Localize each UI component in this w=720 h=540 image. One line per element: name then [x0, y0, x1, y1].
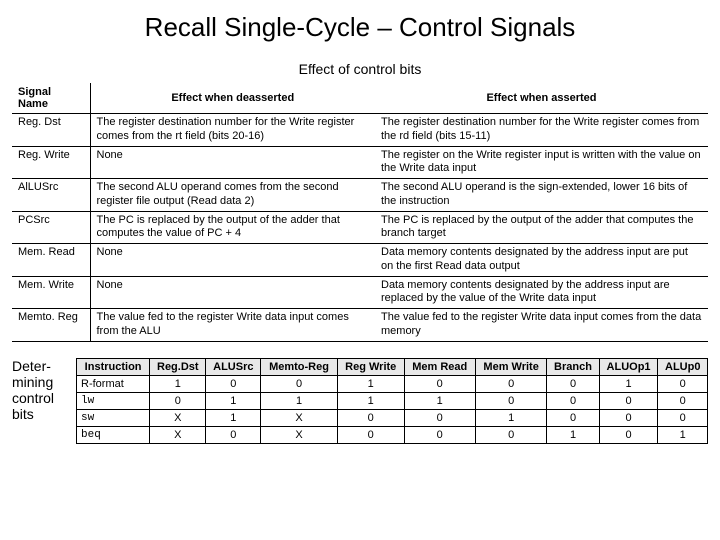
- signal-name: PCSrc: [12, 211, 90, 244]
- truth-cell: 0: [337, 426, 404, 443]
- truth-cell: 1: [599, 375, 658, 392]
- page-title: Recall Single-Cycle – Control Signals: [12, 12, 708, 43]
- truth-cell: 1: [658, 426, 708, 443]
- truth-header: Mem Write: [475, 358, 547, 375]
- table-row: Memto. Reg The value fed to the register…: [12, 309, 708, 342]
- truth-row: beq X 0 X 0 0 0 1 0 1: [77, 426, 708, 443]
- truth-row: lw 0 1 1 1 1 0 0 0 0: [77, 392, 708, 409]
- truth-cell: 0: [261, 375, 338, 392]
- effect-deasserted: None: [90, 146, 375, 179]
- truth-cell: 1: [261, 392, 338, 409]
- truth-table: Instruction Reg.Dst ALUSrc Memto-Reg Reg…: [76, 358, 708, 444]
- truth-cell: 0: [599, 392, 658, 409]
- side-label-l1: Deter-: [12, 358, 51, 374]
- effect-asserted: The second ALU operand is the sign-exten…: [375, 179, 708, 212]
- truth-cell: beq: [77, 426, 150, 443]
- truth-header: Mem Read: [404, 358, 475, 375]
- truth-header: Reg Write: [337, 358, 404, 375]
- truth-cell: lw: [77, 392, 150, 409]
- truth-header: Instruction: [77, 358, 150, 375]
- truth-cell: X: [261, 409, 338, 426]
- truth-cell: 0: [658, 392, 708, 409]
- truth-cell: X: [150, 409, 206, 426]
- effect-deasserted: None: [90, 244, 375, 277]
- truth-header: Branch: [547, 358, 599, 375]
- truth-header: ALUOp1: [599, 358, 658, 375]
- truth-cell: 0: [404, 375, 475, 392]
- effect-asserted: The PC is replaced by the output of the …: [375, 211, 708, 244]
- truth-cell: 1: [206, 409, 261, 426]
- side-label-l4: bits: [12, 406, 34, 422]
- truth-cell: 0: [599, 426, 658, 443]
- truth-cell: 0: [404, 426, 475, 443]
- effects-header-signal: Signal Name: [12, 83, 90, 114]
- effect-deasserted: None: [90, 276, 375, 309]
- table-row: Mem. Read None Data memory contents desi…: [12, 244, 708, 277]
- truth-header-row: Instruction Reg.Dst ALUSrc Memto-Reg Reg…: [77, 358, 708, 375]
- truth-cell: 1: [547, 426, 599, 443]
- signal-name: Mem. Write: [12, 276, 90, 309]
- side-label-l2: mining: [12, 374, 53, 390]
- truth-header: Memto-Reg: [261, 358, 338, 375]
- table-row: Reg. Dst The register destination number…: [12, 114, 708, 147]
- effects-table: Signal Name Effect when deasserted Effec…: [12, 83, 708, 342]
- truth-cell: 0: [547, 392, 599, 409]
- truth-cell: 0: [547, 375, 599, 392]
- table-row: AlLUSrc The second ALU operand comes fro…: [12, 179, 708, 212]
- truth-header: Reg.Dst: [150, 358, 206, 375]
- truth-cell: 0: [337, 409, 404, 426]
- truth-cell: 0: [658, 409, 708, 426]
- signal-name: Reg. Write: [12, 146, 90, 179]
- effect-asserted: The register destination number for the …: [375, 114, 708, 147]
- signal-name: Mem. Read: [12, 244, 90, 277]
- truth-header: ALUSrc: [206, 358, 261, 375]
- effect-deasserted: The second ALU operand comes from the se…: [90, 179, 375, 212]
- truth-cell: 0: [475, 375, 547, 392]
- truth-cell: 0: [206, 375, 261, 392]
- signal-name: AlLUSrc: [12, 179, 90, 212]
- effect-asserted: Data memory contents designated by the a…: [375, 276, 708, 309]
- truth-cell: 0: [475, 426, 547, 443]
- truth-header: ALUp0: [658, 358, 708, 375]
- truth-cell: X: [150, 426, 206, 443]
- truth-cell: X: [261, 426, 338, 443]
- side-label-l3: control: [12, 390, 54, 406]
- truth-cell: 0: [658, 375, 708, 392]
- effect-deasserted: The value fed to the register Write data…: [90, 309, 375, 342]
- section-subtitle: Effect of control bits: [12, 61, 708, 77]
- truth-cell: 0: [475, 392, 547, 409]
- table-row: PCSrc The PC is replaced by the output o…: [12, 211, 708, 244]
- effect-deasserted: The register destination number for the …: [90, 114, 375, 147]
- truth-cell: 0: [150, 392, 206, 409]
- truth-cell: 0: [547, 409, 599, 426]
- effect-deasserted: The PC is replaced by the output of the …: [90, 211, 375, 244]
- effect-asserted: The value fed to the register Write data…: [375, 309, 708, 342]
- truth-cell: 0: [404, 409, 475, 426]
- truth-row: R-format 1 0 0 1 0 0 0 1 0: [77, 375, 708, 392]
- truth-row: sw X 1 X 0 0 1 0 0 0: [77, 409, 708, 426]
- effects-header-asserted: Effect when asserted: [375, 83, 708, 114]
- effect-asserted: The register on the Write register input…: [375, 146, 708, 179]
- truth-cell: 0: [599, 409, 658, 426]
- signal-name: Memto. Reg: [12, 309, 90, 342]
- truth-cell: sw: [77, 409, 150, 426]
- truth-cell: 1: [475, 409, 547, 426]
- signal-name: Reg. Dst: [12, 114, 90, 147]
- effects-body: Reg. Dst The register destination number…: [12, 114, 708, 342]
- determining-label: Deter- mining control bits: [12, 358, 70, 422]
- effects-header-deasserted: Effect when deasserted: [90, 83, 375, 114]
- truth-cell: 1: [337, 375, 404, 392]
- truth-cell: 1: [337, 392, 404, 409]
- truth-cell: R-format: [77, 375, 150, 392]
- table-row: Reg. Write None The register on the Writ…: [12, 146, 708, 179]
- table-row: Mem. Write None Data memory contents des…: [12, 276, 708, 309]
- truth-cell: 1: [404, 392, 475, 409]
- truth-cell: 1: [150, 375, 206, 392]
- truth-cell: 0: [206, 426, 261, 443]
- effect-asserted: Data memory contents designated by the a…: [375, 244, 708, 277]
- truth-cell: 1: [206, 392, 261, 409]
